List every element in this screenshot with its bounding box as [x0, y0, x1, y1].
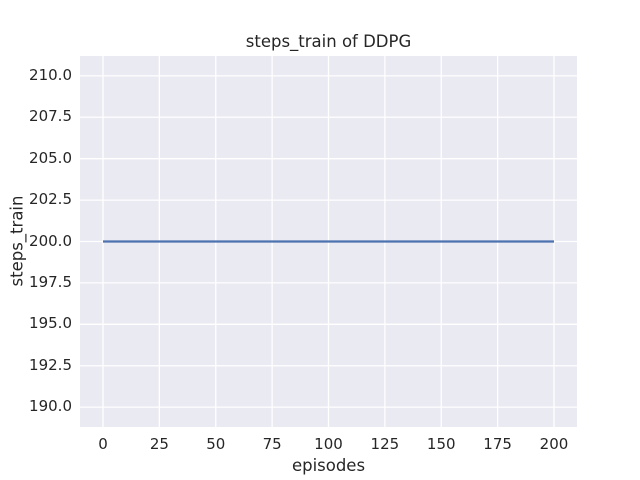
- y-tick-label: 195.0: [29, 314, 72, 333]
- chart-title: steps_train of DDPG: [245, 32, 412, 51]
- y-tick-label: 202.5: [29, 190, 72, 209]
- y-tick-label: 190.0: [29, 397, 72, 416]
- x-axis-label: episodes: [291, 456, 366, 475]
- x-tick-label: 175: [483, 435, 512, 453]
- x-tick-label: 0: [98, 435, 108, 453]
- x-tick-label: 125: [370, 435, 400, 453]
- y-tick-label: 192.5: [29, 355, 72, 374]
- x-tick-label: 200: [539, 435, 569, 453]
- y-tick-label: 200.0: [29, 231, 72, 250]
- plot-svg: [80, 56, 577, 427]
- y-tick-label: 210.0: [29, 65, 72, 84]
- y-tick-label: 197.5: [29, 272, 72, 291]
- x-tick-label: 150: [426, 435, 456, 453]
- y-tick-label: 205.0: [29, 148, 72, 167]
- x-tick-label: 50: [206, 435, 226, 453]
- x-tick-label: 100: [314, 435, 343, 453]
- y-tick-label: 207.5: [29, 107, 72, 126]
- x-tick-label: 75: [262, 435, 282, 453]
- plot-area: [80, 56, 577, 427]
- x-tick-label: 25: [149, 435, 169, 453]
